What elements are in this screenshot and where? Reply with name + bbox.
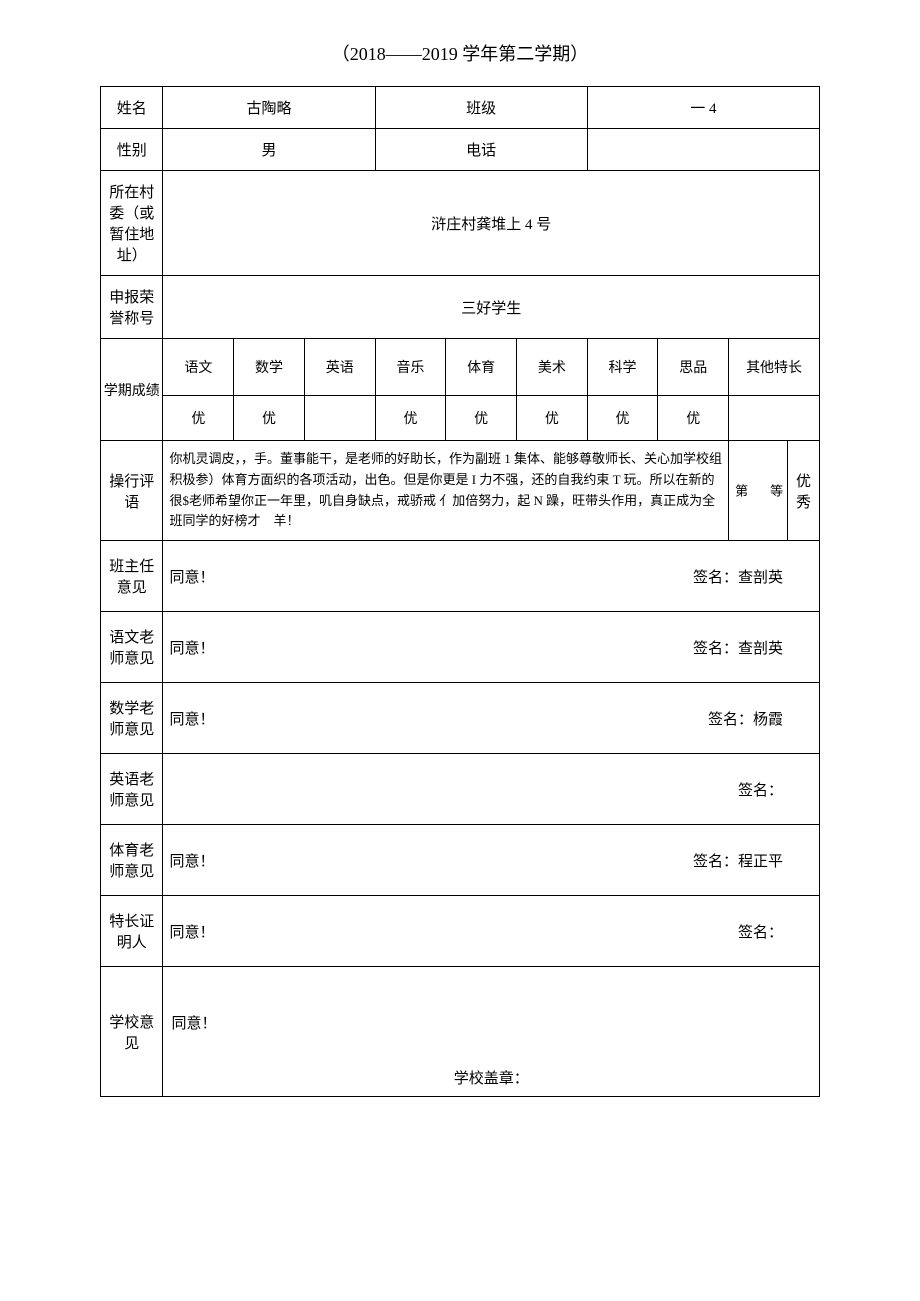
conduct-label: 操行评语 [101,441,163,541]
score-chinese: 优 [163,396,234,441]
subject-music: 音乐 [375,339,446,396]
row-gender: 性别 男 电话 [101,129,820,171]
form-table: 姓名 古陶略 班级 一 4 性别 男 电话 所在村委（或暂住地址） 浒庄村龚堆上… [100,86,820,1097]
pe-teacher-label: 体育老师意见 [101,825,163,896]
subject-morals: 思品 [658,339,729,396]
row-chinese-teacher: 语文老师意见 同意！ 签名：查剖英 [101,612,820,683]
subject-math: 数学 [234,339,305,396]
honor-value: 三好学生 [163,276,820,339]
pe-teacher-signature: 签名：程正平 [693,850,813,871]
phone-label: 电话 [375,129,587,171]
score-english [304,396,375,441]
gender-value: 男 [163,129,375,171]
homeroom-text: 同意！ [169,570,214,586]
gender-label: 性别 [101,129,163,171]
row-address: 所在村委（或暂住地址） 浒庄村龚堆上 4 号 [101,171,820,276]
row-grades-header: 学期成绩 语文 数学 英语 音乐 体育 美术 科学 思品 其他特长 [101,339,820,396]
math-teacher-text: 同意！ [169,712,214,728]
subject-pe: 体育 [446,339,517,396]
subject-english: 英语 [304,339,375,396]
row-conduct: 操行评语 你机灵调皮，，手。董事能干，是老师的好助长，作为副班 1 集体、能够尊… [101,441,820,541]
school-text: 同意！ [171,1016,216,1032]
talent-value [729,396,820,441]
score-math: 优 [234,396,305,441]
pe-teacher-opinion: 同意！ 签名：程正平 [163,825,820,896]
english-teacher-label: 英语老师意见 [101,754,163,825]
row-school: 学校意见 同意！ 学校盖章： [101,967,820,1097]
school-label: 学校意见 [101,967,163,1097]
homeroom-label: 班主任意见 [101,541,163,612]
subject-science: 科学 [587,339,658,396]
talent-label: 其他特长 [729,339,820,396]
english-teacher-signature: 签名： [738,779,813,800]
name-value: 古陶略 [163,87,375,129]
english-teacher-opinion: 签名： [163,754,820,825]
homeroom-signature: 签名：查剖英 [693,566,813,587]
homeroom-opinion: 同意！ 签名：查剖英 [163,541,820,612]
talent-person-label: 特长证明人 [101,896,163,967]
math-teacher-opinion: 同意！ 签名：杨霞 [163,683,820,754]
honor-label: 申报荣誉称号 [101,276,163,339]
score-pe: 优 [446,396,517,441]
chinese-teacher-label: 语文老师意见 [101,612,163,683]
row-honor: 申报荣誉称号 三好学生 [101,276,820,339]
pe-teacher-text: 同意！ [169,854,214,870]
school-stamp-label: 学校盖章： [163,1067,819,1088]
row-math-teacher: 数学老师意见 同意！ 签名：杨霞 [101,683,820,754]
address-label: 所在村委（或暂住地址） [101,171,163,276]
talent-person-opinion: 同意！ 签名： [163,896,820,967]
conduct-text: 你机灵调皮，，手。董事能干，是老师的好助长，作为副班 1 集体、能够尊敬师长、关… [163,441,729,541]
score-art: 优 [517,396,588,441]
talent-person-signature: 签名： [738,921,813,942]
class-label: 班级 [375,87,587,129]
chinese-teacher-opinion: 同意！ 签名：查剖英 [163,612,820,683]
talent-person-text: 同意！ [169,925,214,941]
row-english-teacher: 英语老师意见 签名： [101,754,820,825]
subject-chinese: 语文 [163,339,234,396]
school-opinion: 同意！ 学校盖章： [163,967,820,1097]
row-grades-values: 优 优 优 优 优 优 优 [101,396,820,441]
chinese-teacher-signature: 签名：查剖英 [693,637,813,658]
name-label: 姓名 [101,87,163,129]
row-pe-teacher: 体育老师意见 同意！ 签名：程正平 [101,825,820,896]
address-value: 浒庄村龚堆上 4 号 [163,171,820,276]
class-value: 一 4 [587,87,819,129]
rank-bottom: 第 [733,484,748,497]
conduct-rank-col: 等 第 [729,441,788,541]
rank-top: 等 [768,484,783,497]
phone-value [587,129,819,171]
score-music: 优 [375,396,446,441]
math-teacher-label: 数学老师意见 [101,683,163,754]
conduct-grade: 优秀 [788,441,820,541]
subject-art: 美术 [517,339,588,396]
chinese-teacher-text: 同意！ [169,641,214,657]
grades-label: 学期成绩 [101,339,163,441]
page-title: （2018——2019 学年第二学期） [100,40,820,66]
row-homeroom: 班主任意见 同意！ 签名：查剖英 [101,541,820,612]
score-morals: 优 [658,396,729,441]
math-teacher-signature: 签名：杨霞 [708,708,813,729]
score-science: 优 [587,396,658,441]
row-talent-person: 特长证明人 同意！ 签名： [101,896,820,967]
row-name: 姓名 古陶略 班级 一 4 [101,87,820,129]
